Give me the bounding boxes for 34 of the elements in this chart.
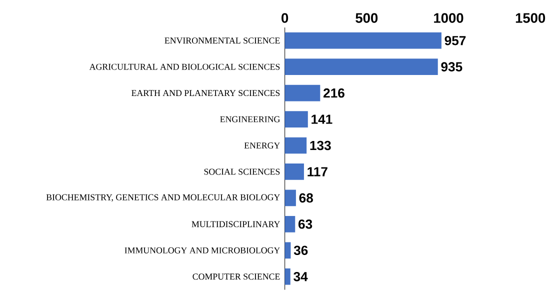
bar <box>284 58 438 76</box>
y-tick-label: AGRICULTURAL AND BIOLOGICAL SCIENCES <box>89 64 280 70</box>
bar <box>284 216 296 233</box>
x-tick-label: 500 <box>356 13 378 24</box>
data-label: 36 <box>294 246 308 256</box>
y-tick-label: ENERGY <box>244 142 280 149</box>
bar <box>284 164 304 180</box>
data-label: 957 <box>444 36 466 46</box>
data-label: 34 <box>294 272 308 282</box>
y-tick-label: SOCIAL SCIENCES <box>204 168 280 175</box>
bar <box>284 242 291 259</box>
y-tick-label: IMMUNOLOGY AND MICROBIOLOGY <box>124 248 280 254</box>
data-label: 117 <box>308 167 328 176</box>
x-tick-label: 0 <box>282 13 288 24</box>
data-label: 133 <box>310 141 331 150</box>
y-tick-label: ENGINEERING <box>220 116 280 122</box>
bar <box>284 268 290 285</box>
y-tick-label: ENVIRONMENTAL SCIENCE <box>164 38 280 44</box>
y-tick-label: EARTH AND PLANETARY SCIENCES <box>132 90 280 96</box>
bar <box>284 190 296 206</box>
bar <box>284 111 308 128</box>
data-label: 68 <box>299 193 313 203</box>
y-tick-label: COMPUTER SCIENCE <box>192 274 280 280</box>
data-label: 63 <box>298 220 312 229</box>
bar <box>284 32 442 49</box>
y-tick-label: BIOCHEMISTRY, GENETICS AND MOLECULAR BIOLOGY <box>46 194 280 202</box>
data-label: 141 <box>312 114 332 124</box>
y-tick-label: MULTIDISCIPLINARY <box>192 221 280 228</box>
x-tick-label: 1500 <box>516 13 546 24</box>
bar <box>284 85 320 102</box>
x-tick-label: 1000 <box>434 13 464 24</box>
data-label: 935 <box>441 62 462 72</box>
data-label: 216 <box>324 88 344 98</box>
bar <box>284 138 307 154</box>
